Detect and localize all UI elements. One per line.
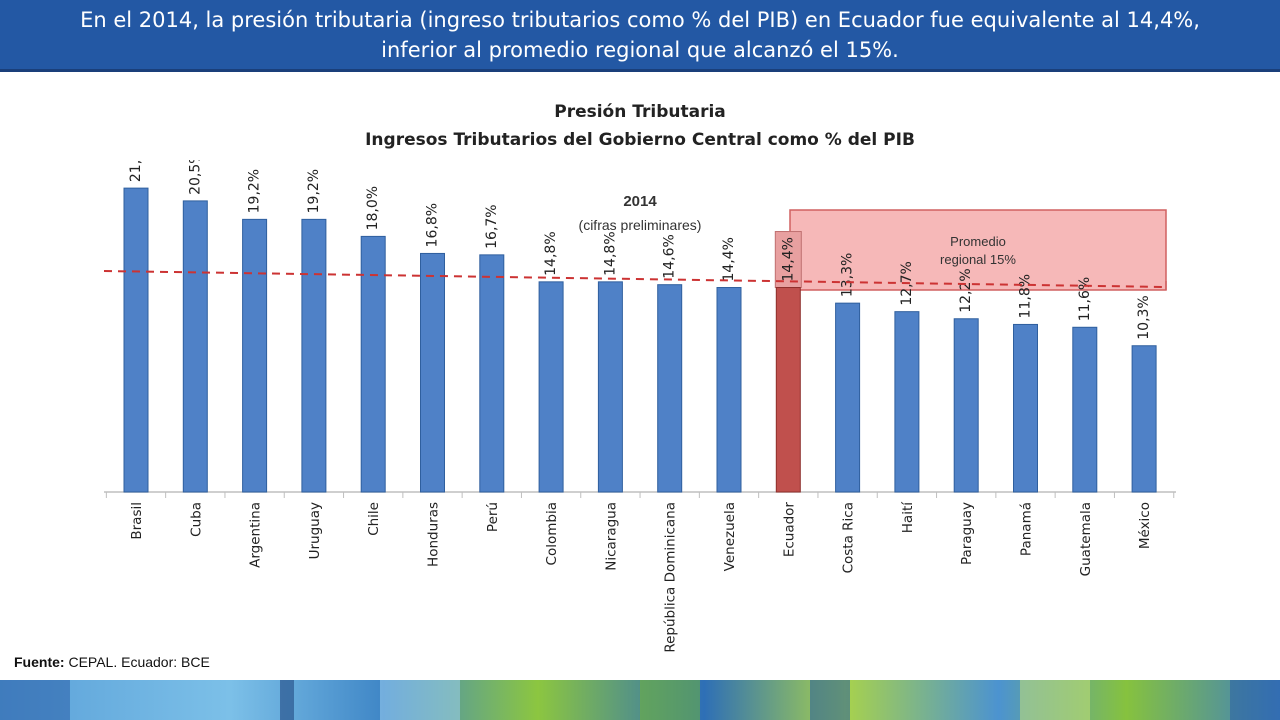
footer-band <box>380 680 460 720</box>
footer-band <box>810 680 850 720</box>
data-label: 14,4% <box>721 237 737 281</box>
chart-title-block: Presión Tributaria Ingresos Tributarios … <box>0 98 1280 154</box>
data-label: 16,8% <box>425 203 441 247</box>
category-label: Ecuador <box>781 502 797 558</box>
bar-honduras <box>420 252 445 493</box>
bar-república-dominicana <box>657 284 683 493</box>
data-label: 11,8% <box>1018 274 1034 318</box>
footer-band <box>1230 680 1280 720</box>
bar-ecuador <box>775 287 801 493</box>
bar-uruguay <box>301 218 327 493</box>
chart-title: Presión Tributaria <box>554 102 726 122</box>
category-label: Perú <box>485 502 501 532</box>
footer-band <box>1020 680 1090 720</box>
category-label: Costa Rica <box>841 502 857 573</box>
data-label: 13,3% <box>840 253 856 297</box>
category-label: Guatemala <box>1078 502 1094 576</box>
bar-chart: Promedio regional 15% 2014 (cifras prelimin… <box>103 160 1176 653</box>
callout-label-line-2: regional 15% <box>940 252 1016 267</box>
annotation-note: (cifras preliminares) <box>579 217 702 233</box>
category-label: Colombia <box>544 502 560 565</box>
header-line-2: inferior al promedio regional que alcanz… <box>381 37 899 62</box>
category-label: Paraguay <box>959 502 975 565</box>
category-label: Haití <box>900 501 916 533</box>
category-label: Chile <box>366 502 382 536</box>
category-label: Argentina <box>248 502 264 568</box>
data-label: 21,4% <box>128 160 144 182</box>
category-label: México <box>1137 502 1153 549</box>
slide-header: En el 2014, la presión tributaria (ingre… <box>0 0 1280 72</box>
bar-argentina <box>242 218 268 493</box>
callout-label-line-1: Promedio <box>950 234 1006 249</box>
data-label: 14,6% <box>662 234 678 278</box>
bar-chile <box>360 235 386 493</box>
header-line-1: En el 2014, la presión tributaria (ingre… <box>80 7 1200 32</box>
bar-colombia <box>538 281 564 493</box>
chart-subtitle: Ingresos Tributarios del Gobierno Centra… <box>365 130 915 150</box>
data-label: 20,5% <box>187 160 203 195</box>
data-label: 14,8% <box>602 231 618 275</box>
bar-guatemala <box>1072 326 1098 493</box>
data-label: 19,2% <box>306 169 322 213</box>
category-label: Cuba <box>188 502 204 537</box>
data-label: 16,7% <box>484 204 500 248</box>
data-label: 18,0% <box>365 186 381 230</box>
source-note: Fuente: CEPAL. Ecuador: BCE <box>14 654 210 670</box>
category-label: República Dominicana <box>663 502 679 653</box>
category-label: Panamá <box>1019 502 1035 556</box>
bar-costa-rica <box>835 302 861 493</box>
header-text: En el 2014, la presión tributaria (ingre… <box>15 5 1265 65</box>
bar-panamá <box>1013 323 1038 493</box>
bar-méxico <box>1131 345 1157 493</box>
data-label: 19,2% <box>247 169 263 213</box>
regional-average-line <box>103 270 1167 288</box>
data-label: 10,3% <box>1136 295 1152 339</box>
data-label: 14,4% <box>780 237 796 281</box>
category-label: Uruguay <box>307 502 323 559</box>
footer-band <box>0 680 70 720</box>
source-text: CEPAL. Ecuador: BCE <box>68 654 210 670</box>
bar-haití <box>894 311 920 493</box>
data-label: 11,6% <box>1077 277 1093 321</box>
bar-brasil <box>123 187 149 493</box>
category-label: Nicaragua <box>603 502 619 571</box>
bar-venezuela <box>716 287 742 493</box>
bar-nicaragua <box>597 281 623 493</box>
bar-cuba <box>182 200 208 493</box>
data-label: 12,2% <box>958 268 974 312</box>
footer-band <box>280 680 294 720</box>
bar-paraguay <box>953 318 979 493</box>
category-label: Brasil <box>129 502 145 540</box>
highlight-label-box <box>774 231 802 289</box>
annotation-year: 2014 <box>623 193 657 210</box>
decorative-footer-strip <box>0 680 1280 720</box>
footer-band <box>640 680 700 720</box>
category-label: Honduras <box>426 502 442 567</box>
bar-perú <box>479 254 505 493</box>
source-label: Fuente: <box>14 654 65 670</box>
data-label: 14,8% <box>543 231 559 275</box>
category-label: Venezuela <box>722 502 738 571</box>
